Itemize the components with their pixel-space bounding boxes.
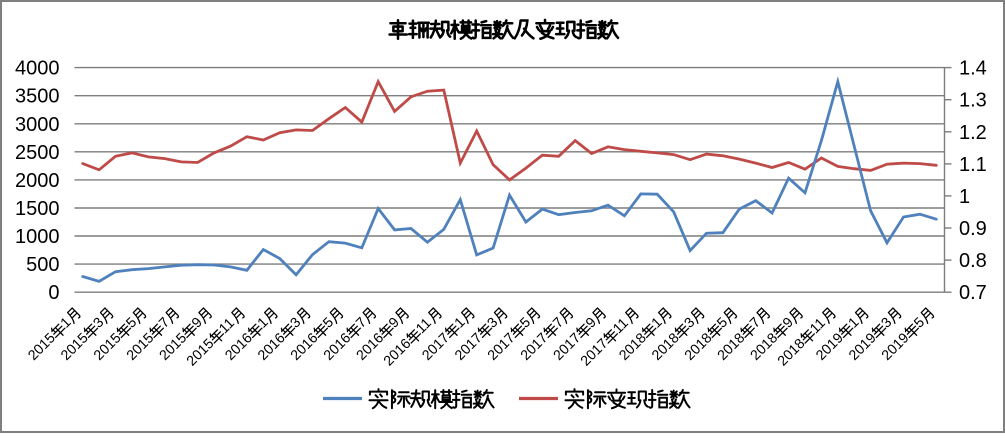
- svg-text:500: 500: [26, 254, 59, 276]
- svg-text:1.4: 1.4: [959, 58, 987, 80]
- svg-text:1: 1: [959, 186, 970, 208]
- svg-text:2000: 2000: [15, 170, 60, 192]
- svg-text:2500: 2500: [15, 142, 60, 164]
- svg-text:1.1: 1.1: [959, 154, 987, 176]
- svg-text:3000: 3000: [15, 114, 60, 136]
- svg-text:1500: 1500: [15, 198, 60, 220]
- svg-text:3500: 3500: [15, 86, 60, 108]
- svg-text:1.2: 1.2: [959, 122, 987, 144]
- svg-text:0.9: 0.9: [959, 218, 987, 240]
- svg-text:0.8: 0.8: [959, 250, 987, 272]
- svg-text:0: 0: [48, 282, 59, 304]
- svg-text:0.7: 0.7: [959, 282, 987, 304]
- svg-text:4000: 4000: [15, 58, 60, 80]
- svg-text:1000: 1000: [15, 226, 60, 248]
- svg-text:1.3: 1.3: [959, 90, 987, 112]
